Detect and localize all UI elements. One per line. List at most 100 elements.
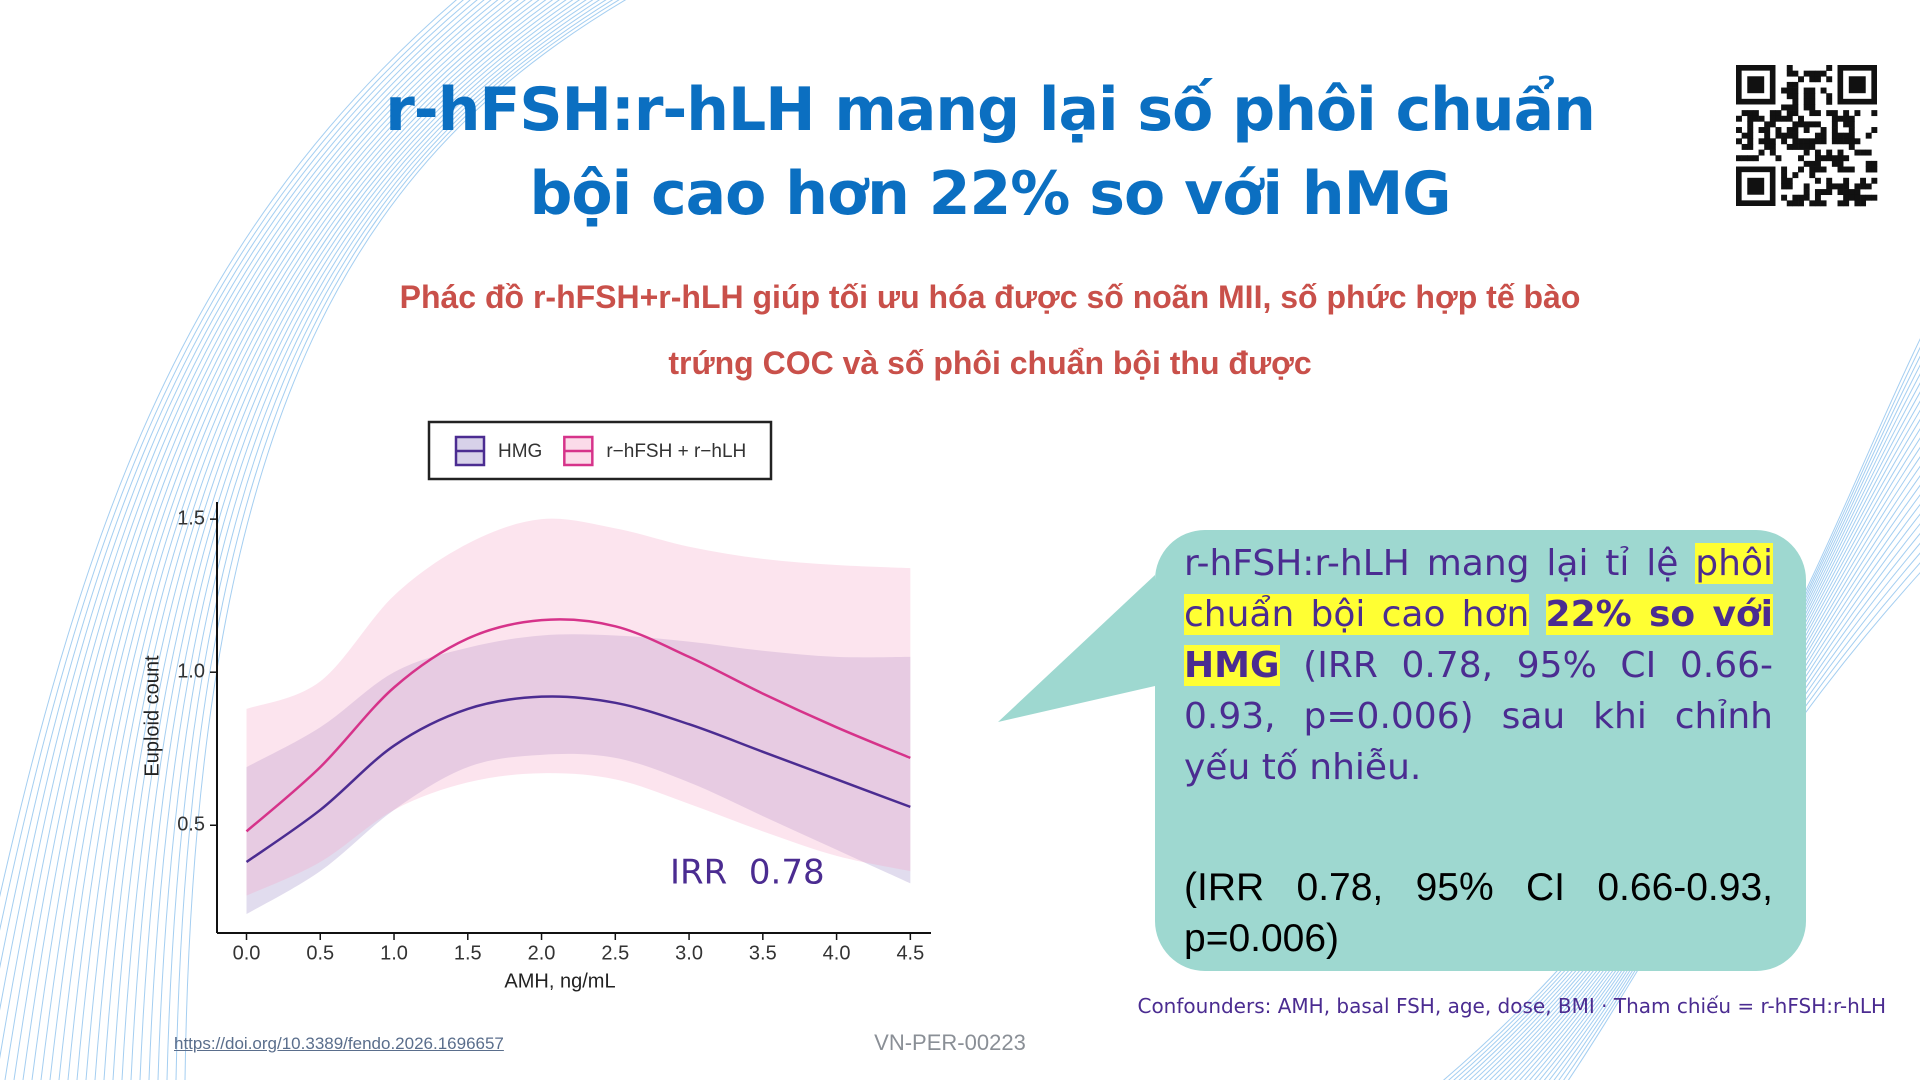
qr-module bbox=[1781, 172, 1788, 179]
qr-module bbox=[1809, 110, 1816, 117]
qr-module bbox=[1814, 110, 1821, 117]
qr-module bbox=[1831, 155, 1838, 162]
qr-module bbox=[1747, 138, 1754, 145]
qr-module bbox=[1848, 189, 1855, 196]
qr-module bbox=[1871, 177, 1878, 184]
qr-module bbox=[1803, 87, 1810, 94]
qr-module bbox=[1843, 166, 1850, 173]
qr-module bbox=[1854, 138, 1861, 145]
callout-text: r-hFSH:r-hLH mang lại tỉ lệ phôi chuẩn b… bbox=[1184, 538, 1773, 793]
qr-module bbox=[1814, 189, 1821, 196]
qr-module bbox=[1764, 138, 1771, 145]
decor-line bbox=[0, 0, 458, 898]
qr-module bbox=[1837, 200, 1844, 207]
qr-module bbox=[1747, 132, 1754, 139]
qr-module bbox=[1831, 160, 1838, 167]
subtitle: trứng COC và số phôi chuẩn bội thu được bbox=[668, 345, 1312, 381]
qr-module bbox=[1803, 183, 1810, 190]
qr-module bbox=[1809, 93, 1816, 100]
qr-module bbox=[1814, 200, 1821, 207]
qr-module bbox=[1764, 127, 1771, 133]
qr-module bbox=[1843, 121, 1850, 128]
decor-line bbox=[157, 0, 607, 1080]
x-tick-label: 3.0 bbox=[675, 942, 703, 964]
qr-module bbox=[1786, 132, 1793, 139]
qr-module bbox=[1786, 115, 1793, 122]
qr-module bbox=[1747, 115, 1754, 122]
qr-module bbox=[1871, 127, 1878, 133]
decor-line bbox=[0, 0, 485, 1060]
qr-module bbox=[1860, 200, 1867, 207]
legend-box bbox=[427, 420, 773, 481]
qr-module bbox=[1831, 115, 1838, 122]
qr-module bbox=[1803, 127, 1810, 133]
qr-module bbox=[1826, 93, 1833, 100]
qr-module bbox=[1781, 194, 1788, 201]
x-tick-label: 1.5 bbox=[454, 942, 482, 964]
doi-link[interactable]: https://doi.org/10.3389/fendo.2026.16966… bbox=[174, 1034, 504, 1053]
qr-module bbox=[1809, 104, 1816, 111]
x-tick-label: 0.0 bbox=[233, 942, 261, 964]
qr-module bbox=[1792, 87, 1799, 94]
qr-module bbox=[1809, 138, 1816, 145]
x-tick-label: 4.0 bbox=[823, 942, 851, 964]
qr-module bbox=[1826, 155, 1833, 162]
qr-module bbox=[1854, 194, 1861, 201]
qr-module bbox=[1837, 132, 1844, 139]
qr-module bbox=[1752, 155, 1759, 162]
qr-module bbox=[1837, 138, 1844, 145]
qr-module bbox=[1747, 155, 1754, 162]
qr-module bbox=[1803, 138, 1810, 145]
qr-module bbox=[1809, 172, 1816, 179]
qr-module bbox=[1871, 194, 1878, 201]
qr-module bbox=[1786, 87, 1793, 94]
qr-module bbox=[1826, 149, 1833, 156]
qr-module bbox=[1865, 166, 1872, 173]
qr-module bbox=[1809, 76, 1816, 83]
qr-module bbox=[1854, 200, 1861, 207]
qr-module bbox=[1831, 127, 1838, 133]
qr-module bbox=[1820, 70, 1827, 77]
qr-finder bbox=[1747, 76, 1765, 94]
qr-module bbox=[1781, 177, 1788, 184]
qr-module bbox=[1826, 65, 1833, 71]
qr-module bbox=[1781, 87, 1788, 94]
qr-module bbox=[1781, 183, 1788, 190]
qr-module bbox=[1798, 138, 1804, 145]
title: r-hFSH:r-hLH mang lại số phôi chuẩn bbox=[385, 75, 1596, 145]
qr-module bbox=[1820, 138, 1827, 145]
qr-module bbox=[1843, 115, 1850, 122]
qr-module bbox=[1809, 98, 1816, 105]
qr-module bbox=[1792, 172, 1799, 179]
qr-module bbox=[1831, 110, 1838, 117]
decor-line bbox=[49, 0, 526, 1080]
qr-module bbox=[1786, 183, 1793, 190]
qr-module bbox=[1747, 110, 1754, 117]
qr-module bbox=[1792, 121, 1799, 128]
qr-module bbox=[1814, 155, 1821, 162]
decor-line bbox=[166, 0, 614, 1080]
qr-module bbox=[1826, 189, 1833, 196]
qr-module bbox=[1803, 93, 1810, 100]
qr-module bbox=[1831, 132, 1838, 139]
qr-module bbox=[1781, 104, 1788, 111]
qr-module bbox=[1809, 143, 1816, 150]
qr-module bbox=[1848, 194, 1855, 201]
qr-module bbox=[1786, 70, 1793, 77]
qr-module bbox=[1848, 138, 1855, 145]
qr-module bbox=[1781, 138, 1788, 145]
qr-module bbox=[1843, 110, 1850, 117]
qr-module bbox=[1769, 110, 1776, 117]
qr-module bbox=[1854, 189, 1861, 196]
qr-module bbox=[1786, 177, 1793, 184]
qr-module bbox=[1792, 104, 1799, 111]
qr-module bbox=[1798, 166, 1804, 173]
qr-module bbox=[1792, 132, 1799, 139]
qr-module bbox=[1820, 132, 1827, 139]
qr-module bbox=[1826, 98, 1833, 105]
qr-module bbox=[1854, 183, 1861, 190]
qr-module bbox=[1820, 155, 1827, 162]
callout-text-end: (IRR 0.78, 95% CI 0.66-0.93, p=0.006) sa… bbox=[1184, 645, 1773, 788]
